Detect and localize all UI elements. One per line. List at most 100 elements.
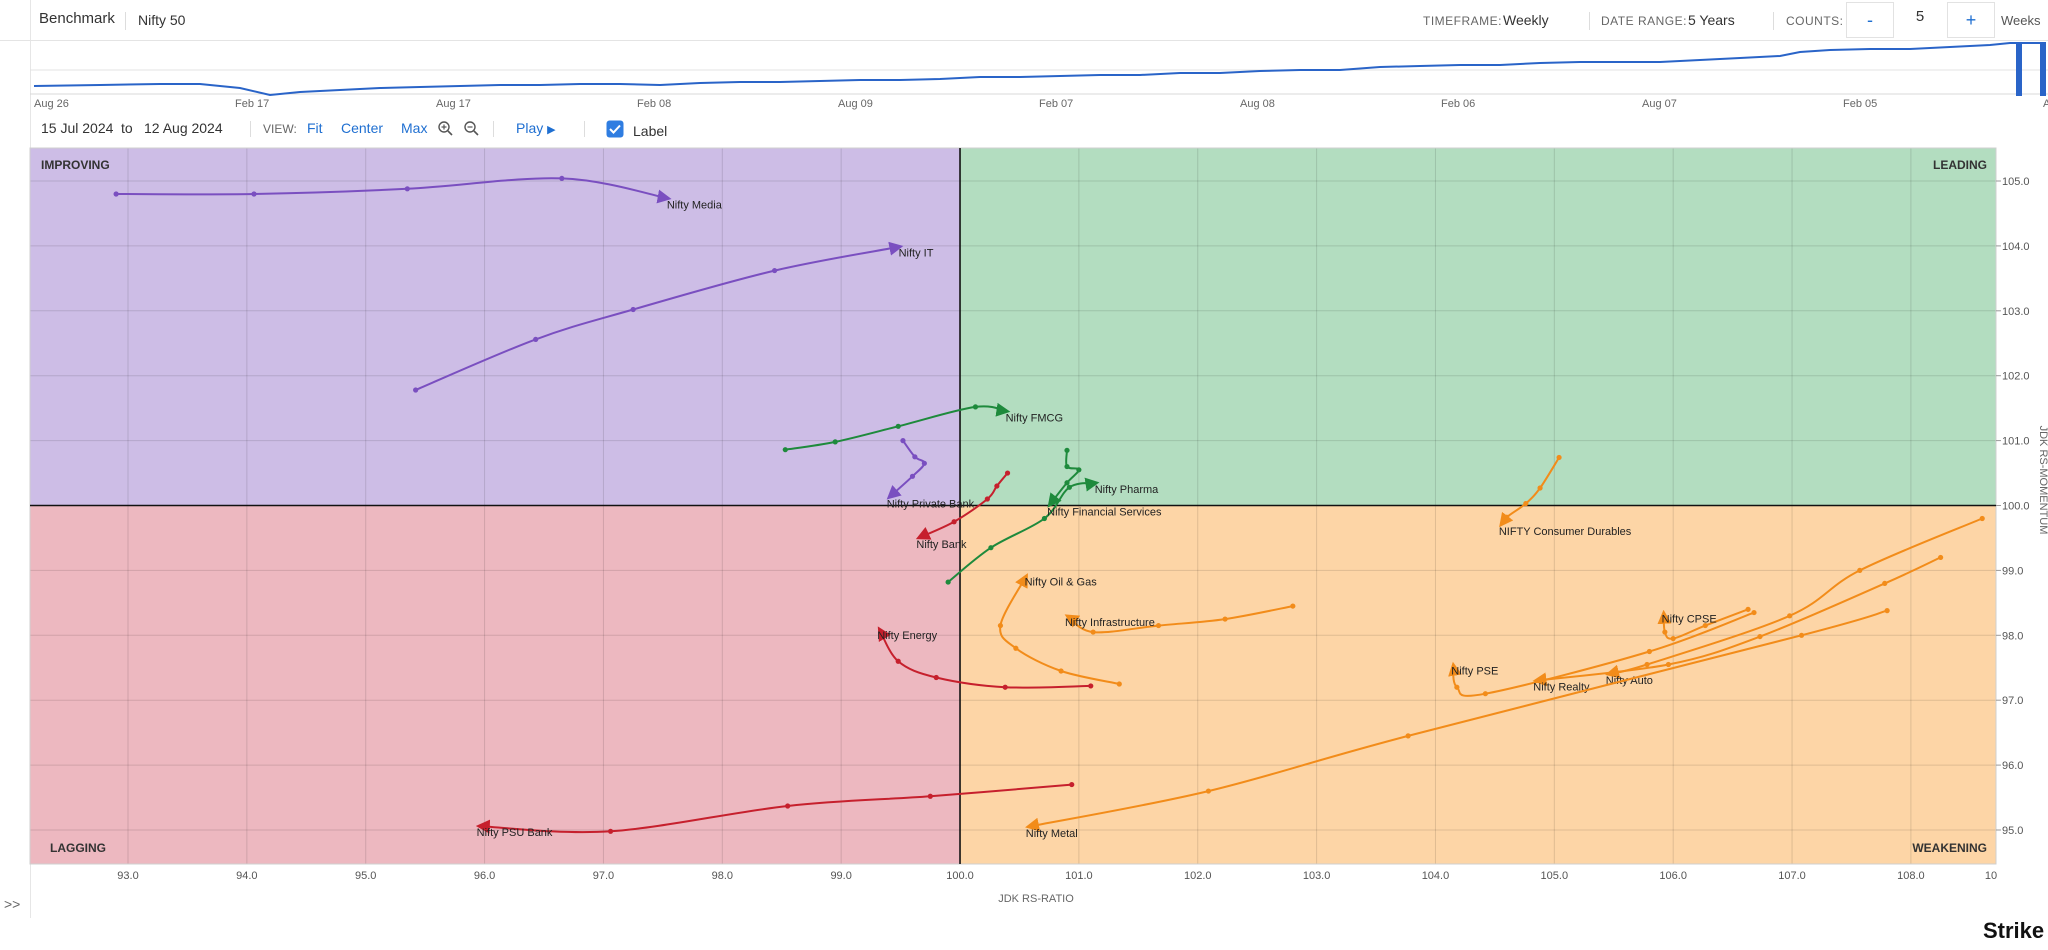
timeline-navigator[interactable]: Aug 26 Feb 17 Aug 17 Feb 08 Aug 09 Feb 07 Aug …: [30, 40, 2048, 116]
series-point[interactable]: [413, 387, 419, 393]
series-point[interactable]: [1041, 515, 1048, 522]
series-point[interactable]: [1069, 781, 1075, 788]
series-point[interactable]: [533, 336, 539, 342]
series-point[interactable]: [1665, 661, 1672, 668]
series-nifty-it[interactable]: Nifty IT: [413, 241, 934, 393]
series-point[interactable]: [771, 267, 778, 274]
series-nifty-pharma[interactable]: Nifty Pharma: [945, 477, 1160, 585]
counts-increment-button[interactable]: +: [1947, 2, 1995, 38]
series-point[interactable]: [1504, 514, 1510, 520]
series-point[interactable]: [1002, 684, 1008, 690]
series-point[interactable]: [1454, 684, 1460, 690]
series-point[interactable]: [785, 803, 791, 809]
series-point[interactable]: [912, 454, 918, 460]
series-point[interactable]: [1884, 608, 1890, 614]
series-point[interactable]: [1482, 691, 1488, 697]
series-point[interactable]: [1646, 648, 1653, 655]
series-nifty-consumer-durables[interactable]: NIFTY Consumer Durables: [1499, 454, 1632, 538]
series-point[interactable]: [1757, 633, 1763, 640]
series-nifty-infrastructure[interactable]: Nifty Infrastructure: [1064, 603, 1296, 635]
series-point[interactable]: [1058, 668, 1064, 674]
series-point[interactable]: [1088, 683, 1094, 689]
series-point[interactable]: [1064, 463, 1070, 470]
series-point[interactable]: [1290, 603, 1296, 609]
series-point[interactable]: [997, 622, 1004, 629]
series-point[interactable]: [1670, 635, 1676, 642]
series-point[interactable]: [1662, 629, 1668, 635]
label-checkbox[interactable]: [606, 120, 624, 138]
series-point[interactable]: [984, 496, 990, 502]
series-nifty-energy[interactable]: Nifty Energy: [877, 626, 1094, 690]
view-max-button[interactable]: Max: [401, 120, 428, 136]
benchmark-select[interactable]: Nifty 50: [138, 12, 186, 28]
series-point[interactable]: [832, 439, 838, 445]
series-point[interactable]: [251, 191, 257, 197]
series-point[interactable]: [945, 579, 951, 585]
view-center-button[interactable]: Center: [341, 120, 384, 136]
expand-sidebar-button[interactable]: >>: [4, 896, 21, 912]
series-nifty-financial-services[interactable]: Nifty Financial Services: [1047, 447, 1162, 519]
series-point[interactable]: [927, 793, 933, 799]
series-point[interactable]: [1745, 606, 1751, 612]
series-point[interactable]: [1938, 554, 1944, 561]
series-nifty-psu-bank[interactable]: Nifty PSU Bank: [475, 781, 1075, 839]
series-point[interactable]: [1064, 447, 1070, 453]
series-nifty-media[interactable]: Nifty Media: [113, 175, 723, 212]
series-point[interactable]: [1882, 580, 1888, 586]
series-point[interactable]: [1013, 645, 1019, 651]
series-point[interactable]: [113, 191, 119, 197]
series-nifty-private-bank[interactable]: Nifty Private Bank: [886, 438, 975, 511]
series-nifty-bank[interactable]: Nifty Bank: [915, 470, 1011, 551]
series-point[interactable]: [900, 438, 906, 444]
series-point[interactable]: [933, 674, 939, 681]
series-point[interactable]: [1523, 500, 1529, 507]
series-point[interactable]: [1537, 485, 1543, 491]
timeline-range-handle-left[interactable]: [2016, 42, 2022, 96]
series-nifty-fmcg[interactable]: Nifty FMCG: [782, 402, 1063, 453]
series-point[interactable]: [1205, 788, 1212, 794]
zoom-in-icon[interactable]: [437, 120, 453, 136]
series-point[interactable]: [1556, 454, 1562, 461]
rrg-chart[interactable]: IMPROVING LEADING LAGGING WEAKENING Nifty M…: [0, 0, 2048, 918]
series-point[interactable]: [895, 423, 901, 429]
zoom-out-icon[interactable]: [463, 120, 479, 136]
series-point[interactable]: [921, 460, 927, 466]
play-button[interactable]: Play ▶: [516, 120, 556, 136]
series-point[interactable]: [1644, 661, 1650, 668]
counts-decrement-button[interactable]: -: [1846, 2, 1894, 38]
series-nifty-cpse[interactable]: Nifty CPSE: [1657, 606, 1751, 642]
series-point[interactable]: [1066, 484, 1072, 490]
series-point[interactable]: [1090, 629, 1096, 635]
series-point[interactable]: [559, 175, 565, 182]
series-point[interactable]: [1979, 515, 1985, 522]
series-nifty-realty[interactable]: Nifty Realty: [1532, 554, 1944, 694]
series-point[interactable]: [1702, 622, 1708, 629]
date-from[interactable]: 15 Jul 2024: [41, 120, 114, 136]
series-nifty-auto[interactable]: Nifty Auto: [1605, 515, 1985, 687]
series-point[interactable]: [404, 186, 410, 192]
series-point[interactable]: [951, 519, 957, 525]
series-point[interactable]: [1787, 613, 1793, 619]
timeframe-select[interactable]: Weekly: [1503, 12, 1549, 28]
series-point[interactable]: [1004, 470, 1011, 476]
series-nifty-oil-gas[interactable]: Nifty Oil & Gas: [997, 573, 1122, 687]
view-fit-button[interactable]: Fit: [307, 120, 323, 136]
series-point[interactable]: [909, 473, 916, 479]
series-point[interactable]: [1116, 681, 1122, 687]
series-point[interactable]: [1064, 480, 1070, 486]
series-point[interactable]: [1405, 733, 1411, 739]
series-nifty-pse[interactable]: Nifty PSE: [1448, 609, 1757, 697]
date-to[interactable]: 12 Aug 2024: [144, 120, 223, 136]
series-point[interactable]: [994, 483, 1000, 489]
series-point[interactable]: [972, 404, 979, 410]
series-point[interactable]: [988, 545, 994, 551]
series-point[interactable]: [1798, 632, 1805, 638]
series-point[interactable]: [1751, 609, 1757, 616]
series-nifty-metal[interactable]: Nifty Metal: [1025, 608, 1890, 840]
series-point[interactable]: [630, 306, 636, 313]
timeline-range-handle-right[interactable]: [2040, 42, 2046, 96]
series-point[interactable]: [1857, 567, 1863, 574]
series-point[interactable]: [782, 447, 788, 453]
series-point[interactable]: [1222, 616, 1228, 622]
counts-input[interactable]: 5: [1915, 7, 1925, 25]
